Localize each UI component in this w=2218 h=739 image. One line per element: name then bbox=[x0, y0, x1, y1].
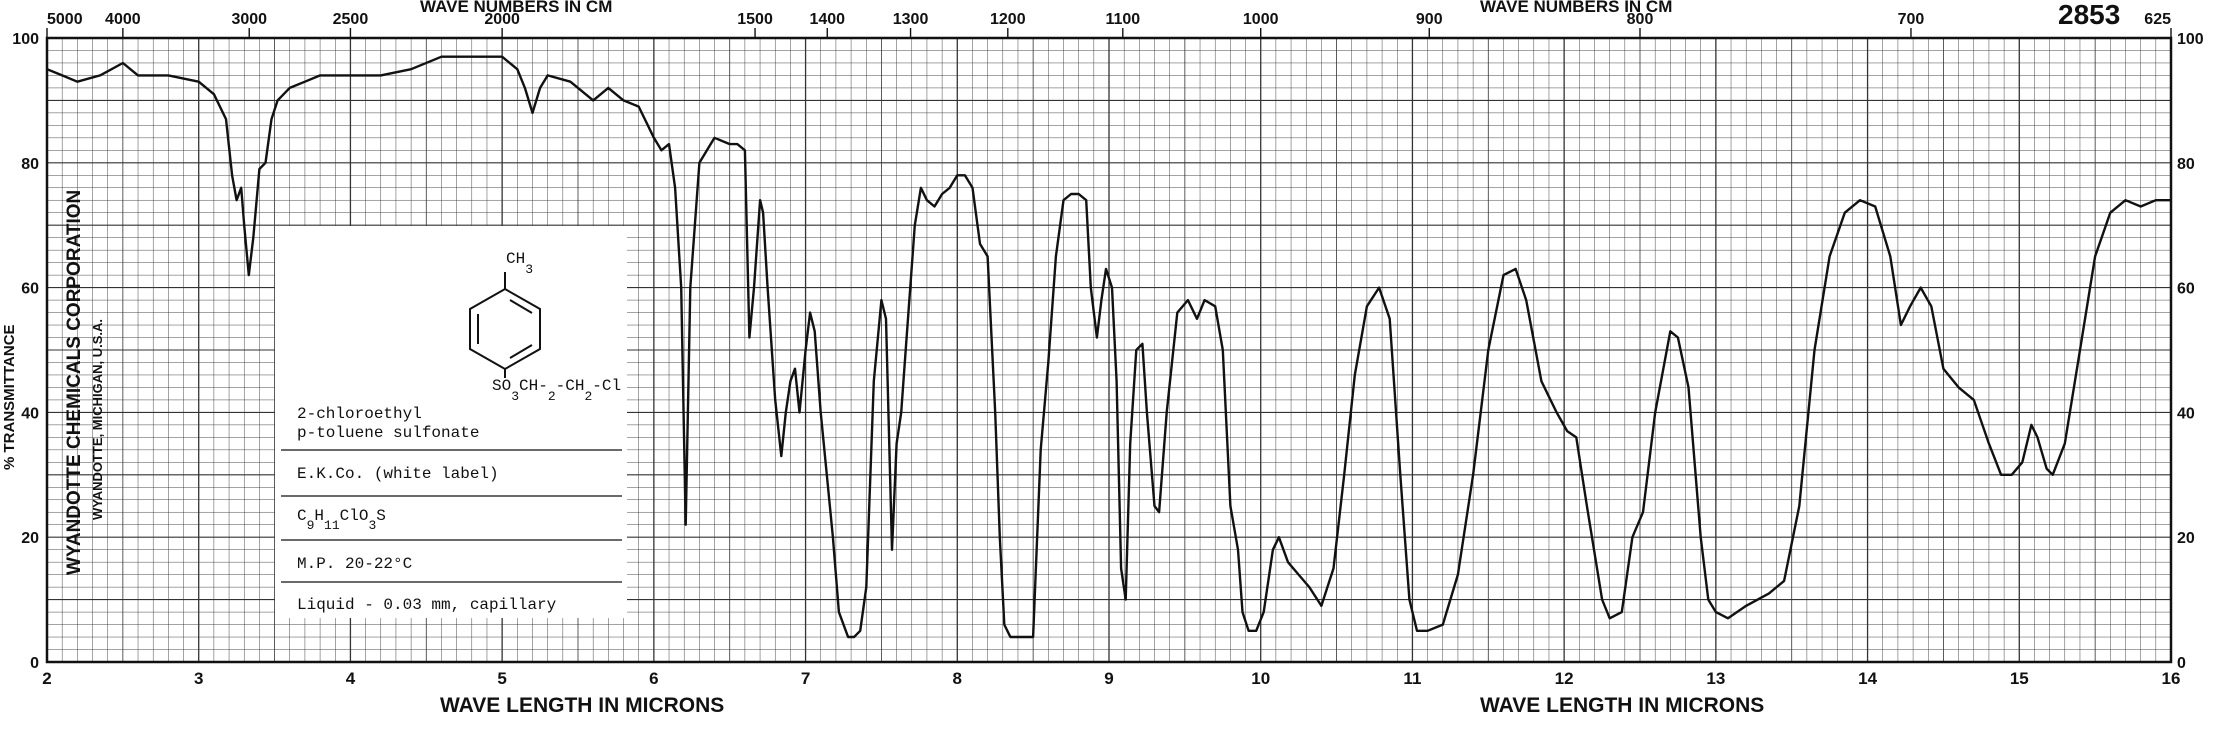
x-tick-label: 11 bbox=[1403, 669, 1421, 688]
y-tick-label-right: 0 bbox=[2177, 655, 2186, 672]
top-tick-label: 2000 bbox=[484, 11, 520, 28]
y-tick-label-right: 20 bbox=[2177, 530, 2195, 547]
y-tick-label-left: 40 bbox=[21, 405, 39, 422]
x-tick-label: 6 bbox=[649, 669, 658, 688]
top-axis-label-right: WAVE NUMBERS IN CM bbox=[1480, 0, 1672, 16]
company-location: WYANDOTTE, MICHIGAN, U.S.A. bbox=[90, 319, 105, 520]
x-tick-label: 2 bbox=[42, 669, 51, 688]
top-tick-label: 1200 bbox=[990, 11, 1026, 28]
top-tick-label: 4000 bbox=[105, 11, 141, 28]
melting-point: M.P. 20-22°C bbox=[297, 555, 412, 573]
top-tick-label: 800 bbox=[1627, 11, 1654, 28]
top-tick-label: 1000 bbox=[1243, 11, 1279, 28]
top-tick-label: 900 bbox=[1416, 11, 1443, 28]
y-tick-label-right: 40 bbox=[2177, 405, 2195, 422]
y-tick-label-left: 100 bbox=[12, 31, 39, 48]
bottom-axis-label-right: WAVE LENGTH IN MICRONS bbox=[1480, 694, 1764, 717]
top-tick-label: 1300 bbox=[893, 11, 929, 28]
y-tick-label-right: 60 bbox=[2177, 281, 2195, 298]
x-tick-label: 12 bbox=[1555, 669, 1574, 688]
x-tick-label: 9 bbox=[1104, 669, 1113, 688]
compound-name-line1: 2-chloroethyl bbox=[297, 405, 422, 423]
x-tick-label: 14 bbox=[1858, 669, 1877, 688]
bottom-micron-ticks: 2 3 4 5 6 7 8 9 10 11 12 13 14 15 16 bbox=[42, 669, 2180, 688]
ring-double-bond-1 bbox=[509, 299, 533, 314]
x-tick-label: 13 bbox=[1706, 669, 1725, 688]
y-tick-label-left: 20 bbox=[21, 530, 39, 547]
y-tick-label-left: 60 bbox=[21, 281, 39, 298]
y-axis-ticks: 0 20 40 60 80 100 0 20 40 60 80 100 bbox=[12, 31, 2204, 672]
x-tick-label: 15 bbox=[2010, 669, 2029, 688]
x-tick-label: 4 bbox=[346, 669, 356, 688]
x-tick-label: 3 bbox=[194, 669, 203, 688]
structure-methyl: CH3 bbox=[506, 250, 533, 277]
structure-drawing bbox=[469, 272, 541, 378]
top-tick-label: 1400 bbox=[809, 11, 845, 28]
top-tick-label: 700 bbox=[1898, 11, 1925, 28]
y-tick-label-left: 0 bbox=[30, 655, 39, 672]
sample-preparation: Liquid - 0.03 mm, capillary bbox=[297, 596, 557, 614]
info-box-background bbox=[275, 226, 627, 618]
y-tick-label-right: 80 bbox=[2177, 156, 2195, 173]
info-box: CH3 SO3CH-2-CH2-Cl 2-chloroethyl p-tolue… bbox=[275, 226, 627, 618]
top-tick-label: 625 bbox=[2144, 11, 2171, 28]
plot-frame bbox=[45, 36, 2173, 664]
y-tick-label-left: 80 bbox=[21, 156, 39, 173]
top-tick-label: 1100 bbox=[1105, 11, 1140, 28]
company-name: WYANDOTTE CHEMICALS CORPORATION bbox=[64, 190, 85, 575]
spectrum-line bbox=[46, 55, 2171, 639]
top-tick-label: 2500 bbox=[333, 11, 369, 28]
x-tick-label: 5 bbox=[497, 669, 506, 688]
structure-sulfonate-chain: SO3CH-2-CH2-Cl bbox=[492, 377, 621, 404]
top-axis-label-left: WAVE NUMBERS IN CM bbox=[420, 0, 612, 16]
y-axis-label: % TRANSMITTANCE bbox=[1, 324, 18, 470]
spectrum-id-number: 2853 bbox=[2058, 0, 2120, 30]
compound-name-line2: p-toluene sulfonate bbox=[297, 424, 479, 442]
x-tick-label: 7 bbox=[801, 669, 810, 688]
y-tick-label-right: 100 bbox=[2177, 31, 2204, 48]
x-tick-label: 10 bbox=[1251, 669, 1270, 688]
x-tick-label: 8 bbox=[953, 669, 962, 688]
x-tick-label: 16 bbox=[2162, 669, 2181, 688]
top-tick-label: 1500 bbox=[737, 11, 773, 28]
top-tick-label: 5000 bbox=[47, 11, 83, 28]
ring-double-bond-2 bbox=[509, 344, 533, 359]
molecular-formula: C9H11ClO3S bbox=[297, 507, 386, 533]
sample-source: E.K.Co. (white label) bbox=[297, 465, 499, 483]
bottom-axis-label-left: WAVE LENGTH IN MICRONS bbox=[440, 694, 724, 717]
top-wavenumber-ticks: 5000 4000 3000 2500 2000 1500 1400 1300 1200 1100… bbox=[46, 11, 2172, 38]
top-tick-label: 3000 bbox=[231, 11, 267, 28]
